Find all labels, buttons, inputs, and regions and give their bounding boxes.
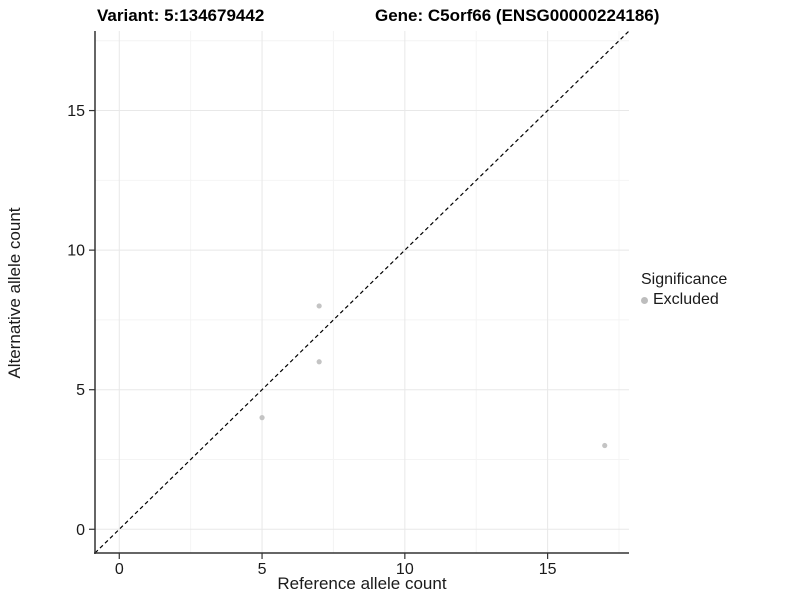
legend-item-excluded: Excluded bbox=[641, 291, 727, 309]
x-axis-title: Reference allele count bbox=[277, 574, 447, 593]
data-point bbox=[602, 442, 608, 449]
y-tick-label: 15 bbox=[67, 103, 85, 120]
plot-title-gene: Gene: C5orf66 (ENSG00000224186) bbox=[375, 6, 660, 25]
x-tick-label: 5 bbox=[258, 561, 267, 578]
data-point bbox=[316, 303, 322, 309]
legend-item-label: Excluded bbox=[653, 291, 719, 308]
y-tick-label: 5 bbox=[76, 382, 85, 399]
identity-dashed-line bbox=[94, 30, 630, 554]
x-tick-label: 0 bbox=[115, 561, 124, 578]
y-axis-title: Alternative allele count bbox=[5, 207, 24, 379]
plot-title-variant: Variant: 5:134679442 bbox=[97, 6, 265, 25]
data-point bbox=[316, 359, 322, 365]
y-tick-label: 10 bbox=[67, 243, 85, 260]
data-point bbox=[259, 415, 265, 421]
x-tick-label: 15 bbox=[539, 561, 557, 578]
y-tick-label: 0 bbox=[76, 522, 85, 539]
legend-title: Significance bbox=[641, 271, 728, 288]
x-tick-label: 10 bbox=[396, 561, 414, 578]
legend-point-icon bbox=[641, 296, 648, 304]
legend: Significance Excluded bbox=[641, 271, 727, 309]
